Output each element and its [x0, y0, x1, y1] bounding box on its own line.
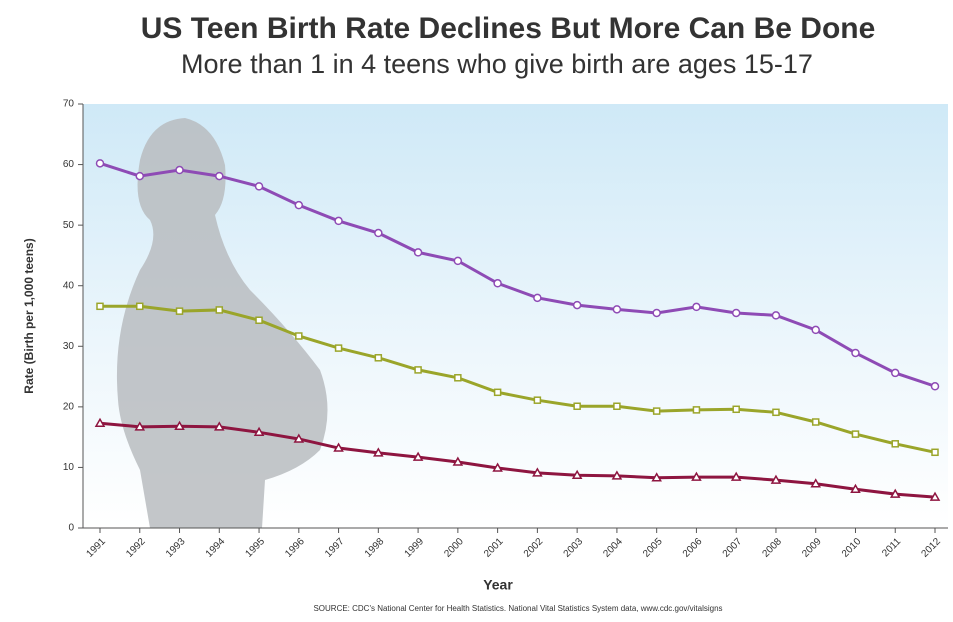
point	[256, 183, 263, 190]
y-tick-label: 70	[63, 99, 75, 110]
x-tick-label: 2011	[880, 536, 903, 559]
point	[216, 307, 222, 313]
x-tick-label: 1998	[363, 536, 387, 560]
y-tick-label: 60	[63, 159, 75, 170]
point	[613, 306, 620, 313]
y-tick-label: 0	[68, 523, 74, 534]
point	[97, 303, 103, 309]
x-tick-label: 2012	[919, 536, 943, 560]
point	[534, 294, 541, 301]
x-tick-label: 2006	[681, 536, 705, 560]
point	[614, 403, 620, 409]
chart-subtitle: More than 1 in 4 teens who give birth ar…	[181, 49, 813, 79]
point	[693, 303, 700, 310]
point	[415, 367, 421, 373]
y-axis-title: Rate (Birth per 1,000 teens)	[22, 238, 36, 393]
point	[534, 397, 540, 403]
point	[772, 312, 779, 319]
point	[375, 230, 382, 237]
x-tick-label: 2007	[721, 536, 745, 560]
point	[852, 431, 858, 437]
y-tick-label: 40	[63, 280, 75, 291]
point	[295, 202, 302, 209]
x-tick-label: 2008	[760, 536, 784, 560]
point	[136, 173, 143, 180]
point	[455, 375, 461, 381]
point	[733, 406, 739, 412]
point	[653, 309, 660, 316]
x-tick-label: 1999	[403, 536, 427, 560]
point	[733, 309, 740, 316]
x-tick-label: 2000	[442, 536, 466, 560]
y-tick-label: 10	[63, 462, 75, 473]
y-tick-label: 20	[63, 401, 75, 412]
y-tick-label: 30	[63, 341, 75, 352]
y-tick-label: 50	[63, 220, 75, 231]
point	[296, 333, 302, 339]
x-tick-label: 1992	[124, 536, 148, 560]
x-tick-label: 2001	[482, 536, 506, 560]
point	[892, 369, 899, 376]
point	[216, 173, 223, 180]
chart-title: US Teen Birth Rate Declines But More Can…	[141, 12, 876, 45]
chart: US Teen Birth Rate Declines But More Can…	[0, 0, 953, 622]
point	[415, 249, 422, 256]
x-tick-label: 1993	[164, 536, 188, 560]
point	[574, 403, 580, 409]
point	[375, 355, 381, 361]
point	[932, 449, 938, 455]
x-tick-label: 2004	[601, 536, 625, 560]
point	[773, 409, 779, 415]
x-tick-label: 1996	[283, 536, 307, 560]
point	[176, 167, 183, 174]
point	[813, 419, 819, 425]
x-tick-label: 2005	[641, 536, 665, 560]
point	[812, 326, 819, 333]
x-axis-title: Year	[483, 577, 513, 593]
point	[494, 280, 501, 287]
point	[97, 160, 104, 167]
point	[335, 217, 342, 224]
point	[932, 383, 939, 390]
point	[256, 317, 262, 323]
point	[654, 408, 660, 414]
x-tick-label: 2003	[562, 536, 586, 560]
point	[892, 441, 898, 447]
point	[336, 345, 342, 351]
point	[454, 257, 461, 264]
point	[852, 349, 859, 356]
x-tick-label: 1994	[204, 536, 228, 560]
point	[495, 389, 501, 395]
x-tick-label: 1991	[84, 536, 108, 560]
source-note: SOURCE: CDC's National Center for Health…	[313, 604, 722, 613]
x-tick-label: 2002	[522, 536, 546, 560]
point	[693, 407, 699, 413]
x-tick-label: 2010	[840, 536, 864, 560]
x-tick-label: 2009	[800, 536, 824, 560]
x-tick-label: 1995	[244, 536, 268, 560]
point	[574, 302, 581, 309]
x-tick-label: 1997	[323, 536, 347, 560]
point	[177, 308, 183, 314]
point	[137, 303, 143, 309]
